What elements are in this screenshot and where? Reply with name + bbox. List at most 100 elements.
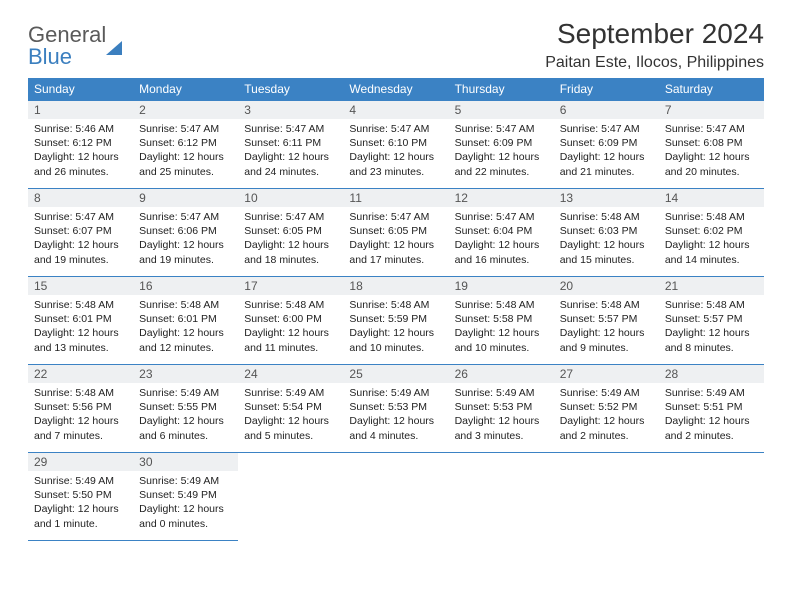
day-info-line: Sunrise: 5:47 AM	[455, 210, 548, 224]
day-number: 29	[28, 453, 133, 471]
calendar-week-row: 8 Sunrise: 5:47 AM Sunset: 6:07 PM Daylight…	[28, 189, 764, 277]
day-info-line: Daylight: 12 hours	[665, 238, 758, 252]
day-info-line: Sunset: 6:05 PM	[244, 224, 337, 238]
calendar-empty-cell	[554, 453, 659, 541]
day-info-line: Daylight: 12 hours	[139, 238, 232, 252]
day-info-line: and 7 minutes.	[34, 429, 127, 443]
day-number: 2	[133, 101, 238, 119]
calendar-week-row: 22 Sunrise: 5:48 AMSunset: 5:56 PMDayligh…	[28, 365, 764, 453]
day-info-line: Sunset: 6:05 PM	[349, 224, 442, 238]
day-info-line: and 21 minutes.	[560, 165, 653, 179]
day-info-line: Sunset: 5:51 PM	[665, 400, 758, 414]
day-info: Sunrise: 5:47 AMSunset: 6:05 PMDaylight:…	[349, 210, 442, 267]
day-info-line: Sunset: 6:12 PM	[34, 136, 127, 150]
day-info-line: Sunrise: 5:47 AM	[139, 122, 232, 136]
day-info-line: Sunset: 6:03 PM	[560, 224, 653, 238]
day-info-line: Sunset: 5:49 PM	[139, 488, 232, 502]
day-info-line: Sunset: 5:54 PM	[244, 400, 337, 414]
day-info: Sunrise: 5:48 AMSunset: 6:03 PMDaylight:…	[560, 210, 653, 267]
day-info-line: Sunrise: 5:48 AM	[349, 298, 442, 312]
day-number: 18	[343, 277, 448, 295]
day-info: Sunrise: 5:49 AMSunset: 5:49 PMDaylight:…	[139, 474, 232, 531]
day-info-line: Sunrise: 5:47 AM	[244, 210, 337, 224]
day-info: Sunrise: 5:47 AMSunset: 6:09 PMDaylight:…	[560, 122, 653, 179]
day-number: 16	[133, 277, 238, 295]
day-info-line: Daylight: 12 hours	[349, 326, 442, 340]
day-number: 1	[28, 101, 133, 119]
day-info-line: Daylight: 12 hours	[349, 414, 442, 428]
day-info-line: and 23 minutes.	[349, 165, 442, 179]
weekday-header: Saturday	[659, 78, 764, 101]
day-info-line: and 11 minutes.	[244, 341, 337, 355]
day-number: 3	[238, 101, 343, 119]
day-info-line: Sunset: 6:01 PM	[34, 312, 127, 326]
day-info-line: Daylight: 12 hours	[34, 502, 127, 516]
brand-text: General Blue	[28, 24, 106, 68]
day-info-line: Daylight: 12 hours	[349, 238, 442, 252]
day-info-line: Daylight: 12 hours	[34, 150, 127, 164]
day-info-line: Daylight: 12 hours	[665, 414, 758, 428]
day-info-line: Sunset: 6:01 PM	[139, 312, 232, 326]
day-info: Sunrise: 5:49 AMSunset: 5:54 PMDaylight:…	[244, 386, 337, 443]
day-number: 8	[28, 189, 133, 207]
day-info-line: Sunset: 6:06 PM	[139, 224, 232, 238]
day-number: 9	[133, 189, 238, 207]
day-info-line: Daylight: 12 hours	[244, 150, 337, 164]
day-info-line: Sunset: 6:08 PM	[665, 136, 758, 150]
day-info-line: Daylight: 12 hours	[34, 414, 127, 428]
day-info-line: and 4 minutes.	[349, 429, 442, 443]
calendar-empty-cell	[659, 453, 764, 541]
day-info-line: and 17 minutes.	[349, 253, 442, 267]
day-number: 13	[554, 189, 659, 207]
day-info-line: Sunrise: 5:49 AM	[244, 386, 337, 400]
day-info-line: and 10 minutes.	[349, 341, 442, 355]
calendar-day-cell: 24Sunrise: 5:49 AMSunset: 5:54 PMDayligh…	[238, 365, 343, 453]
calendar-empty-cell	[343, 453, 448, 541]
calendar-day-cell: 26Sunrise: 5:49 AMSunset: 5:53 PMDayligh…	[449, 365, 554, 453]
weekday-header: Monday	[133, 78, 238, 101]
day-number: 17	[238, 277, 343, 295]
day-info-line: Sunrise: 5:49 AM	[665, 386, 758, 400]
day-info-line: Daylight: 12 hours	[455, 326, 548, 340]
calendar-empty-cell	[449, 453, 554, 541]
brand-part1: General	[28, 24, 106, 46]
day-info-line: Daylight: 12 hours	[665, 150, 758, 164]
day-info-line: Sunset: 6:10 PM	[349, 136, 442, 150]
weekday-header-row: Sunday Monday Tuesday Wednesday Thursday…	[28, 78, 764, 101]
calendar-day-cell: 27Sunrise: 5:49 AMSunset: 5:52 PMDayligh…	[554, 365, 659, 453]
day-info-line: Sunset: 5:58 PM	[455, 312, 548, 326]
day-info: Sunrise: 5:48 AMSunset: 6:01 PMDaylight:…	[34, 298, 127, 355]
day-info-line: Sunset: 6:00 PM	[244, 312, 337, 326]
day-info-line: Sunrise: 5:48 AM	[560, 210, 653, 224]
day-info-line: Sunset: 5:53 PM	[455, 400, 548, 414]
day-info-line: Sunrise: 5:47 AM	[665, 122, 758, 136]
day-info-line: Daylight: 12 hours	[139, 414, 232, 428]
calendar-day-cell: 2 Sunrise: 5:47 AMSunset: 6:12 PMDaylight…	[133, 101, 238, 189]
day-info: Sunrise: 5:47 AMSunset: 6:12 PMDaylight:…	[139, 122, 232, 179]
day-info-line: and 19 minutes.	[34, 253, 127, 267]
day-number: 27	[554, 365, 659, 383]
weekday-header: Sunday	[28, 78, 133, 101]
day-info-line: and 0 minutes.	[139, 517, 232, 531]
day-info-line: and 10 minutes.	[455, 341, 548, 355]
day-info-line: Sunrise: 5:49 AM	[349, 386, 442, 400]
weekday-header: Wednesday	[343, 78, 448, 101]
day-info-line: Daylight: 12 hours	[560, 414, 653, 428]
day-number: 22	[28, 365, 133, 383]
calendar-week-row: 29Sunrise: 5:49 AMSunset: 5:50 PMDayligh…	[28, 453, 764, 541]
day-info: Sunrise: 5:48 AMSunset: 6:00 PMDaylight:…	[244, 298, 337, 355]
calendar-day-cell: 5Sunrise: 5:47 AMSunset: 6:09 PMDaylight…	[449, 101, 554, 189]
day-info-line: Sunset: 5:59 PM	[349, 312, 442, 326]
day-info-line: Sunset: 6:07 PM	[34, 224, 127, 238]
calendar-day-cell: 18 Sunrise: 5:48 AMSunset: 5:59 PMDayligh…	[343, 277, 448, 365]
day-number: 23	[133, 365, 238, 383]
day-info: Sunrise: 5:47 AMSunset: 6:08 PMDaylight:…	[665, 122, 758, 179]
day-number: 10	[238, 189, 343, 207]
day-info-line: Sunset: 6:04 PM	[455, 224, 548, 238]
calendar-day-cell: 22 Sunrise: 5:48 AMSunset: 5:56 PMDayligh…	[28, 365, 133, 453]
weekday-header: Friday	[554, 78, 659, 101]
day-info: Sunrise: 5:48 AMSunset: 5:56 PMDaylight:…	[34, 386, 127, 443]
day-number: 20	[554, 277, 659, 295]
day-info-line: and 24 minutes.	[244, 165, 337, 179]
day-info-line: Daylight: 12 hours	[244, 238, 337, 252]
